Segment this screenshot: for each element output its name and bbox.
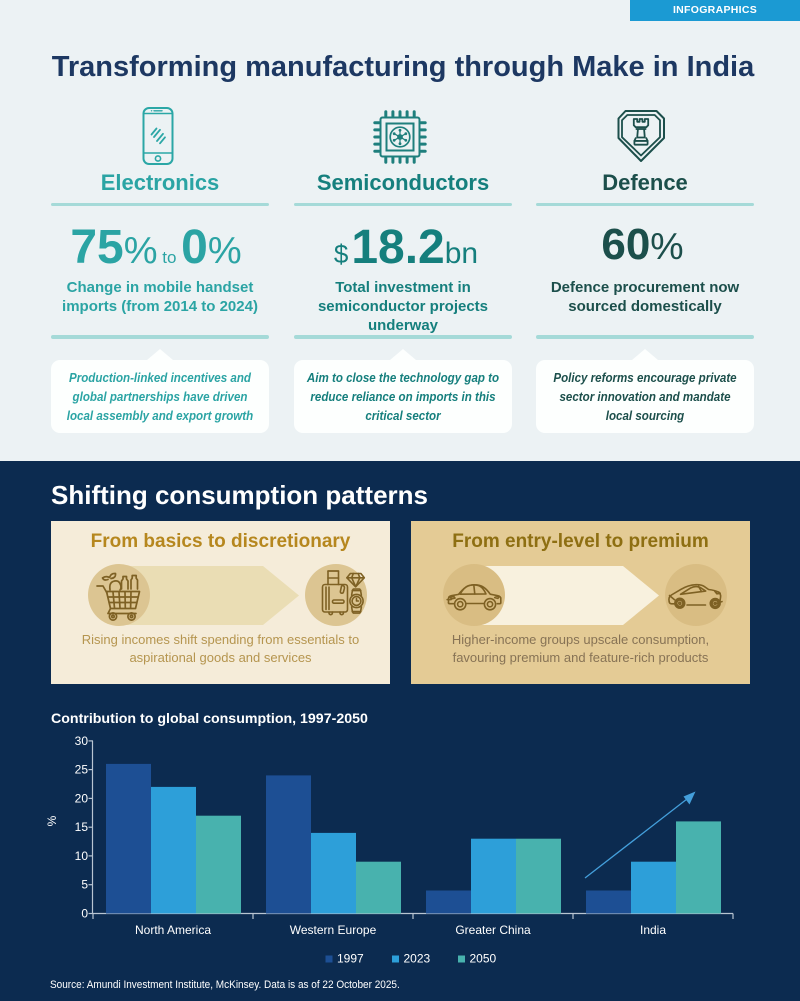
svg-text:25: 25 — [75, 763, 89, 777]
svg-text:Greater China: Greater China — [455, 923, 531, 937]
svg-text:Western Europe: Western Europe — [290, 923, 377, 937]
svg-text:15: 15 — [75, 820, 89, 834]
svg-text:North America: North America — [135, 923, 211, 937]
svg-text:30: 30 — [75, 734, 89, 748]
svg-text:India: India — [640, 923, 666, 937]
svg-text:2050: 2050 — [470, 952, 497, 966]
svg-text:0: 0 — [81, 907, 88, 921]
svg-text:2023: 2023 — [404, 952, 431, 966]
svg-text:1997: 1997 — [337, 952, 364, 966]
svg-text:20: 20 — [75, 791, 89, 805]
svg-text:%: % — [45, 815, 59, 826]
svg-text:5: 5 — [81, 878, 88, 892]
svg-text:10: 10 — [75, 849, 89, 863]
